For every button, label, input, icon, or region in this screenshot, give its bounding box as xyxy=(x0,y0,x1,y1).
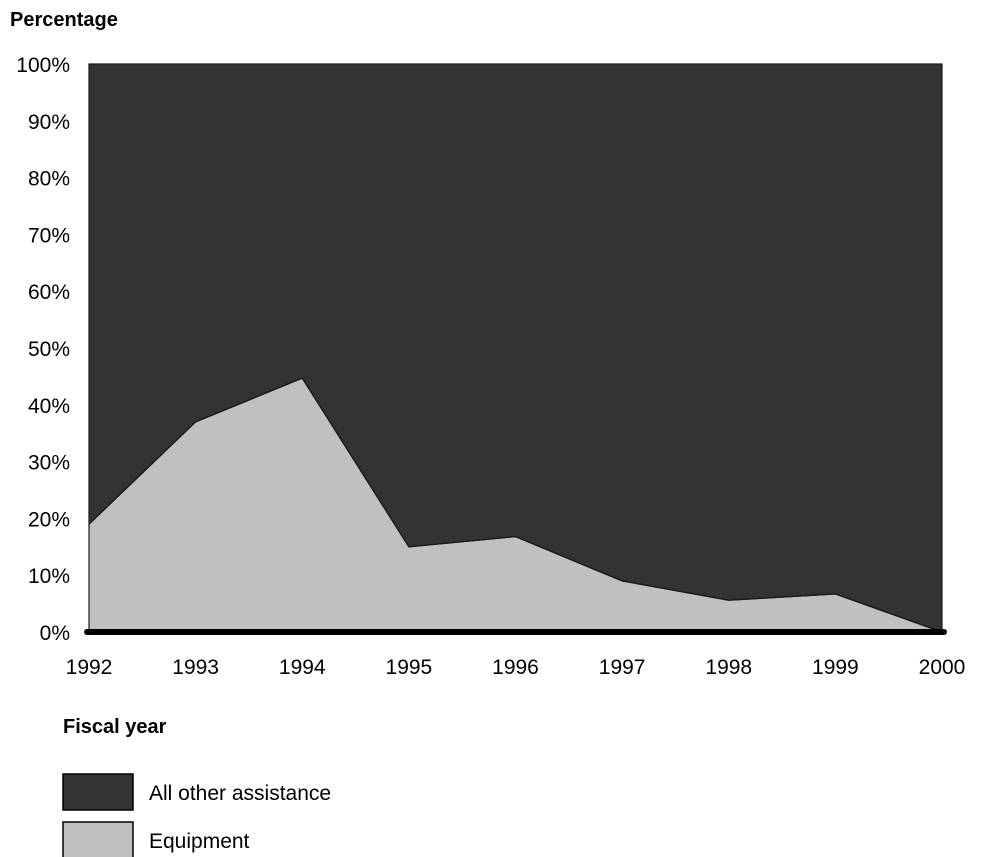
y-tick-label: 20% xyxy=(28,508,70,531)
legend-swatch xyxy=(62,821,134,857)
y-tick-label: 30% xyxy=(28,452,70,475)
x-axis-title: Fiscal year xyxy=(63,716,167,738)
x-tick-label: 1998 xyxy=(705,656,752,679)
x-tick-label: 1996 xyxy=(492,656,539,679)
x-tick-label: 1995 xyxy=(386,656,433,679)
y-axis-ticks: 0% 10% 20% 30% 40% 50% 60% 70% 80% 90% 100% xyxy=(16,54,70,645)
x-tick-label: 1992 xyxy=(66,656,113,679)
legend-swatch xyxy=(62,773,134,811)
x-axis-ticks: 1992 1993 1994 1995 1996 1997 1998 1999 2000 xyxy=(66,656,966,679)
y-tick-label: 10% xyxy=(28,565,70,588)
legend-label: All other assistance xyxy=(149,782,331,805)
x-tick-label: 2000 xyxy=(919,656,966,679)
y-tick-label: 100% xyxy=(16,54,70,77)
legend: All other assistance Equipment xyxy=(62,773,331,857)
y-tick-label: 40% xyxy=(28,395,70,418)
series-boundary-line xyxy=(88,377,943,633)
x-tick-label: 1993 xyxy=(172,656,219,679)
y-tick-label: 50% xyxy=(28,338,70,361)
y-tick-label: 60% xyxy=(28,281,70,304)
y-tick-label: 70% xyxy=(28,224,70,247)
y-tick-label: 0% xyxy=(40,622,70,645)
x-tick-label: 1999 xyxy=(812,656,859,679)
y-tick-label: 80% xyxy=(28,168,70,191)
x-tick-label: 1997 xyxy=(599,656,646,679)
plot-area xyxy=(84,63,947,635)
x-tick-label: 1994 xyxy=(279,656,326,679)
y-axis-title: Percentage xyxy=(10,9,118,31)
legend-label: Equipment xyxy=(149,830,250,853)
y-tick-label: 90% xyxy=(28,111,70,134)
